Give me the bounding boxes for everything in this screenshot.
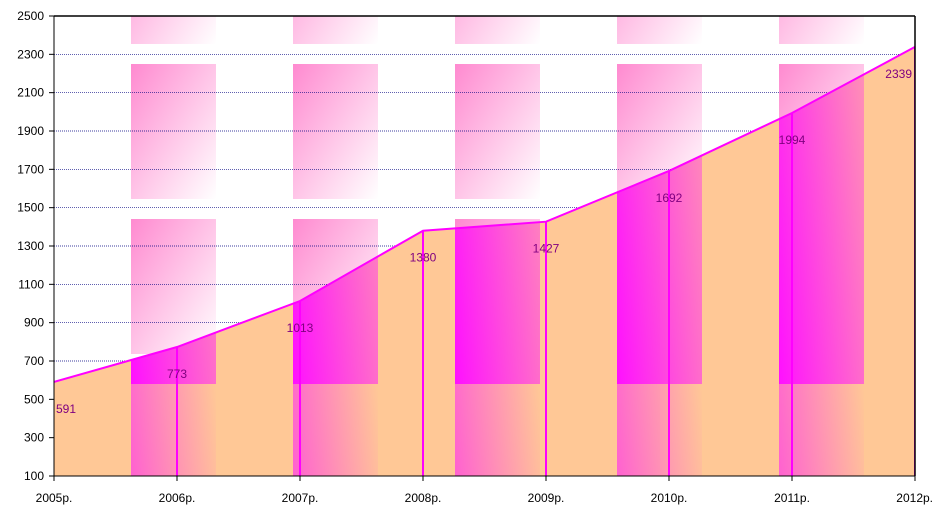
x-tick-label: 2005р. [36,491,73,505]
x-tick-label: 2008р. [405,491,442,505]
area-fill [54,46,915,476]
x-tick-label: 2009р. [528,491,565,505]
x-axis-ticks: 2005р. 2006р. 2007р. 2008р. 2009р. 2010р. 2011… [36,476,933,505]
x-tick-label: 2007р. [282,491,319,505]
drop-lines [176,46,915,476]
y-tick-label: 1500 [17,201,44,215]
y-tick-label: 2500 [17,9,44,23]
y-tick-label: 100 [24,469,44,483]
series-line [54,46,915,383]
x-tick-label: 2011р. [774,491,810,505]
x-tick-label: 2010р. [651,491,688,505]
y-tick-label: 1700 [17,162,44,176]
y-tick-label: 2100 [17,86,44,100]
y-axis-ticks: 100 300 500 700 900 1100 1300 1500 1700 1900 2100 2… [17,9,54,483]
y-tick-label: 900 [24,316,44,330]
data-label: 1013 [287,321,314,335]
data-label: 1692 [656,191,683,205]
y-tick-label: 1900 [17,124,44,138]
data-label: 773 [167,367,187,381]
x-tick-label: 2012р. [896,491,933,505]
y-tick-label: 2300 [17,47,44,61]
data-labels: 591 773 1013 1380 1427 1692 1994 2339 [56,67,912,416]
y-tick-label: 1100 [18,277,44,291]
y-tick-label: 700 [24,354,44,368]
x-tick-label: 2006р. [159,491,196,505]
y-tick-label: 500 [24,392,44,406]
data-label: 591 [56,402,76,416]
data-label: 1994 [779,133,806,147]
data-label: 1380 [410,251,437,265]
data-label: 1427 [533,242,560,256]
data-label: 2339 [885,67,912,81]
y-tick-label: 1300 [17,239,44,253]
y-tick-label: 300 [24,431,44,445]
